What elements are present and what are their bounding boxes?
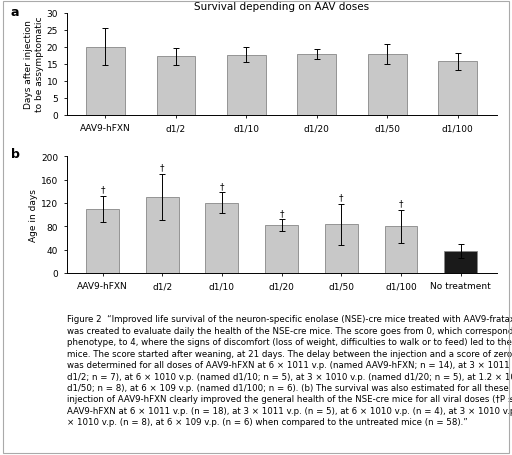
Title: Survival depending on AAV doses: Survival depending on AAV doses — [194, 1, 369, 11]
Bar — [227, 56, 266, 116]
Text: a: a — [11, 5, 19, 19]
Bar — [86, 48, 125, 116]
Bar — [297, 55, 336, 116]
Bar — [325, 225, 358, 273]
Bar — [368, 55, 407, 116]
Bar — [438, 62, 477, 116]
Bar — [205, 203, 238, 273]
Text: b: b — [11, 147, 19, 161]
Bar — [86, 209, 119, 273]
Bar — [265, 226, 298, 273]
Text: †: † — [160, 163, 164, 172]
Bar — [444, 252, 477, 273]
Text: †: † — [399, 199, 403, 208]
Text: †: † — [220, 182, 224, 191]
Bar — [385, 227, 417, 273]
Y-axis label: Days after injection
to be assymptomatic: Days after injection to be assymptomatic — [24, 17, 44, 112]
Text: †: † — [280, 208, 284, 217]
Bar — [157, 57, 195, 116]
Bar — [146, 197, 179, 273]
Y-axis label: Age in days: Age in days — [29, 189, 38, 242]
Text: Figure 2  “Improved life survival of the neuron-specific enolase (NSE)-cre mice : Figure 2 “Improved life survival of the … — [67, 314, 512, 426]
Text: †: † — [339, 193, 344, 202]
Text: †: † — [100, 185, 105, 194]
